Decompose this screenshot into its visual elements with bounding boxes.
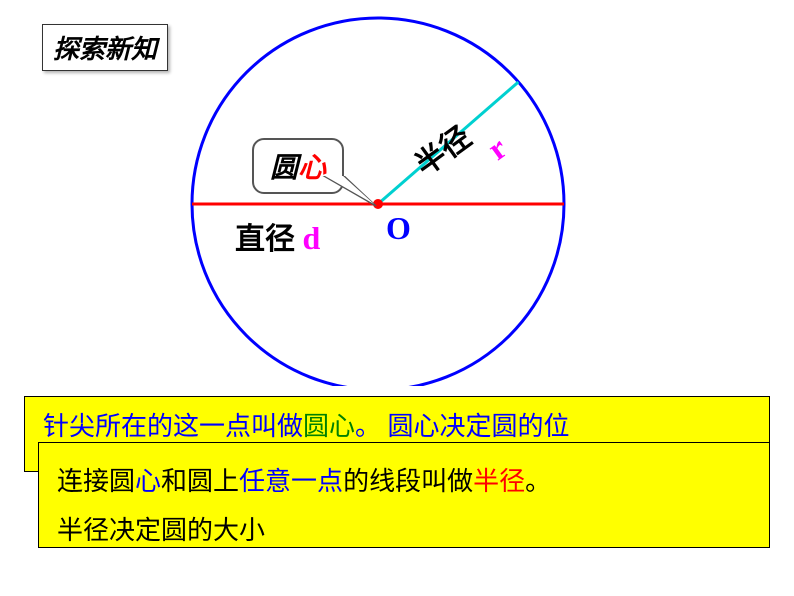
tb2-l1p2: 心 [135,467,161,496]
tb2-l1p3: 和圆上 [161,467,239,496]
callout-pointer [308,176,388,210]
tb1-p2: 圆心 [303,412,355,441]
diameter-symbol: d [303,220,321,256]
callout-char1: 圆 [270,153,298,184]
tb2-l1p6: 半径 [473,467,525,496]
circle-diagram [178,6,598,386]
tb1-p1: 针尖所在的这一点叫做 [43,412,303,441]
circle-svg [178,6,598,386]
tb1-p3: 。 圆心决定圆的位 [355,412,570,441]
tb2-l1p5: 的线段叫做 [343,467,473,496]
tb2-l1p4: 任意一点 [239,467,343,496]
tb2-l1p7: 。 [525,467,551,496]
title-badge: 探索新知 [42,24,168,71]
diameter-label: 直径 d [235,214,320,258]
tb2-l1p1: 连接圆 [57,467,135,496]
definition-box-radius: 连接圆心和圆上任意一点的线段叫做半径。 半径决定圆的大小 [38,442,770,548]
diameter-text: 直径 [235,223,303,256]
tb2-l2: 半径决定圆的大小 [57,516,265,545]
center-label-o: O [386,210,411,247]
